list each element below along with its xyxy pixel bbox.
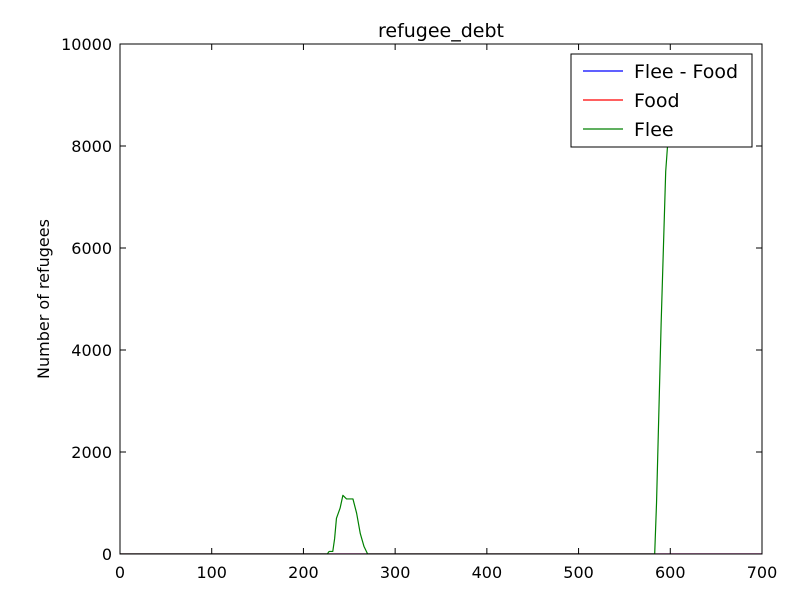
plot-frame [119,43,763,555]
x-tick-label: 100 [196,563,227,582]
y-tick-label: 8000 [71,137,112,156]
y-tick-label: 2000 [71,443,112,462]
legend-label: Food [634,90,680,112]
legend-label: Flee [634,119,674,141]
y-tick-label: 4000 [71,341,112,360]
series-line-flee [120,145,669,554]
x-tick-label: 700 [747,563,778,582]
ticks-layer: 0 100 200 300 400 500 600 700 0 2000 4000 6000 8000 1… [61,35,777,582]
y-tick-label: 0 [102,545,112,564]
x-tick-label: 400 [472,563,503,582]
series-layer [120,145,762,554]
legend-label: Flee - Food [634,61,738,83]
x-tick-label: 0 [115,563,125,582]
y-tick-label: 10000 [61,35,112,54]
y-tick-label: 6000 [71,239,112,258]
x-tick-label: 500 [563,563,594,582]
x-tick-label: 300 [380,563,411,582]
x-tick-label: 600 [655,563,686,582]
chart-title: refugee_debt [378,20,504,42]
legend: Flee - Food Food Flee [570,53,753,148]
y-axis-label: Number of refugees [34,219,53,379]
x-tick-label: 200 [288,563,319,582]
